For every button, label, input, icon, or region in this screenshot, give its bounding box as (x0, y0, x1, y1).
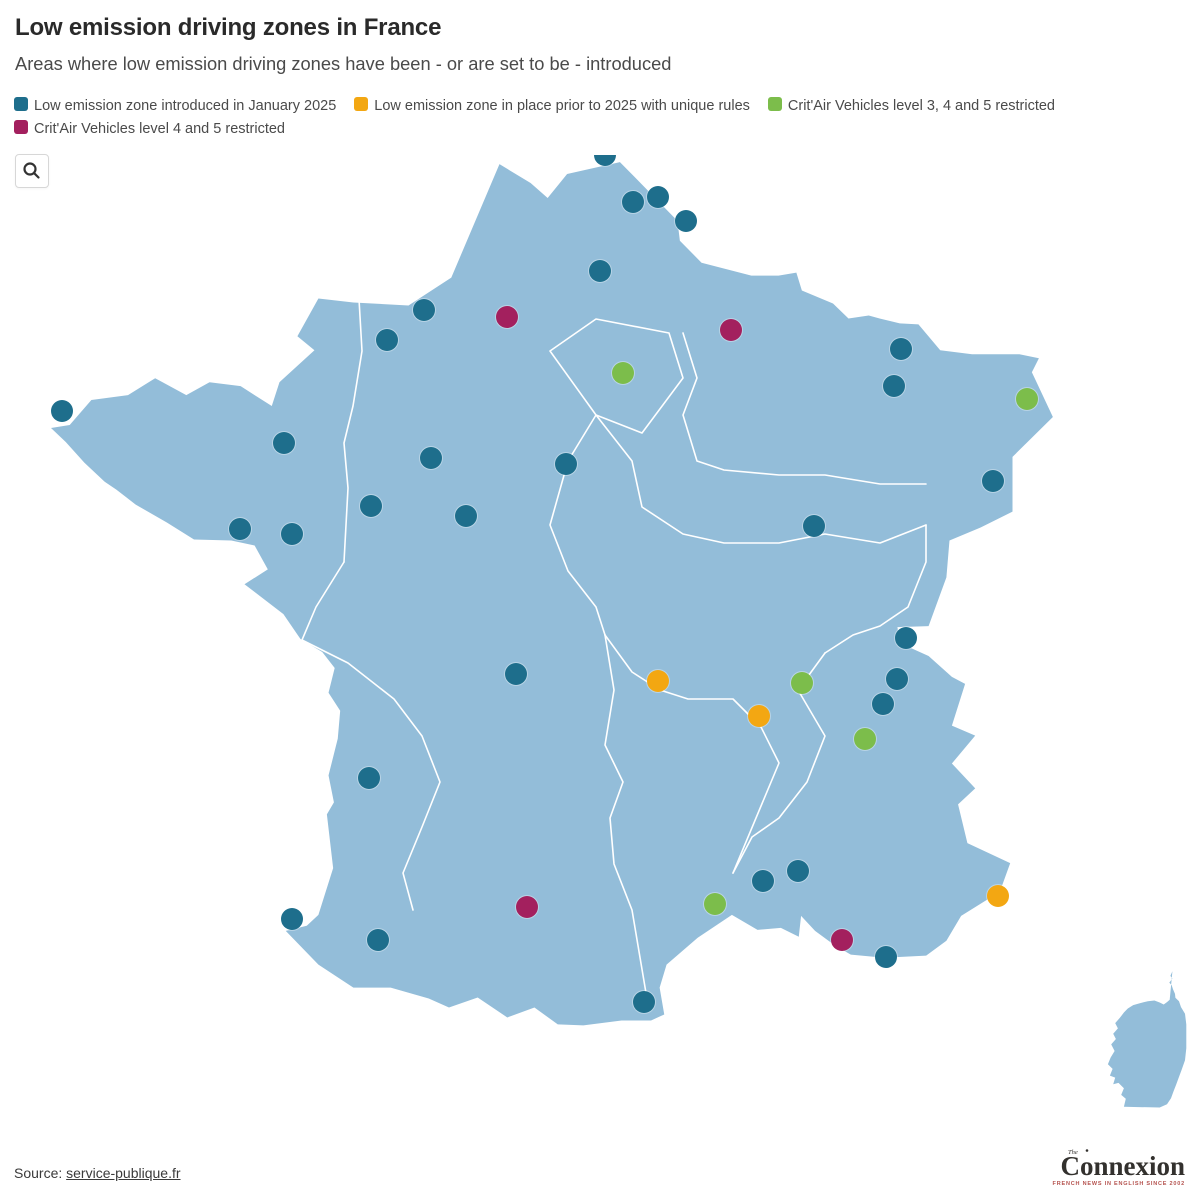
svg-text:FRENCH NEWS IN ENGLISH SINCE 2: FRENCH NEWS IN ENGLISH SINCE 2002 (1053, 1181, 1185, 1187)
svg-text:Connexion: Connexion (1060, 1151, 1185, 1181)
